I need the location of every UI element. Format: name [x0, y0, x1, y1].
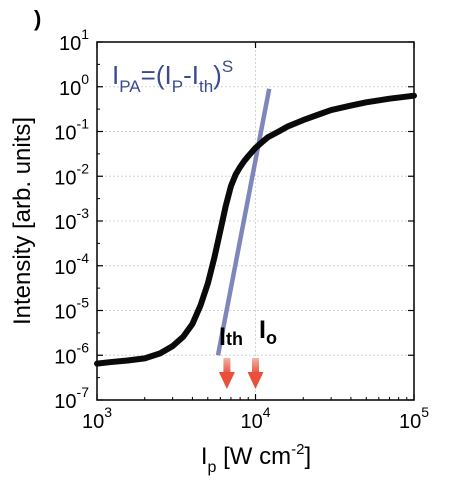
y-tick-base-8: 10 [54, 391, 76, 413]
onset-label: Io [259, 316, 277, 348]
y-tick-exp-5: -4 [77, 250, 90, 266]
threshold-arrow-shaft [223, 358, 231, 374]
y-tick-base-3: 10 [54, 167, 76, 189]
eq-close: ) [213, 60, 222, 90]
eq-dash: - [183, 60, 192, 90]
y-tick-base-2: 10 [54, 123, 76, 145]
x-axis: 103 104 105 [82, 42, 429, 433]
x-tick-base-1: 10 [240, 411, 262, 433]
y-tick-label-6: 10-5 [54, 295, 89, 324]
x-axis-label-subscript: p [208, 459, 217, 476]
y-tick-base-4: 10 [54, 212, 76, 234]
grid [97, 42, 414, 400]
onset-sub: o [266, 328, 277, 348]
y-tick-exp-2: -1 [77, 116, 90, 132]
y-tick-base-5: 10 [54, 257, 76, 279]
y-tick-base-1: 10 [59, 78, 81, 100]
x-axis-label-symbol: I [201, 443, 208, 470]
y-tick-exp-4: -3 [77, 205, 90, 221]
y-tick-base-6: 10 [54, 302, 76, 324]
eq-i1: I [112, 60, 119, 90]
x-axis-label-unit: [W cm [216, 443, 291, 470]
x-axis-label-superscript: -2 [291, 441, 304, 458]
eq-i3: I [192, 60, 199, 90]
y-tick-exp-7: -6 [77, 339, 90, 355]
threshold-arrow-head [218, 372, 235, 389]
onset-arrow [247, 358, 264, 389]
eq-sub-th: th [199, 77, 213, 96]
x-axis-label-close: ] [304, 443, 311, 470]
onset-base: I [259, 316, 266, 344]
threshold-label: Ith [219, 323, 243, 351]
eq-open: =( [141, 60, 165, 90]
y-tick-label-2: 10-1 [54, 116, 89, 145]
y-tick-label-8: 10-7 [54, 384, 89, 413]
y-tick-label-3: 10-2 [54, 160, 89, 189]
series-layer [94, 88, 417, 367]
y-tick-label-5: 10-4 [54, 250, 89, 279]
x-tick-base-0: 10 [82, 411, 104, 433]
marker-arrows [218, 358, 264, 389]
y-tick-exp-0: 1 [81, 26, 89, 42]
x-axis-label: Ip [W cm-2] [201, 441, 311, 476]
eq-sub-pa: PA [119, 77, 141, 96]
panel-label: ) [34, 6, 41, 31]
x-tick-label-2: 105 [399, 404, 429, 433]
threshold-arrow [218, 358, 235, 389]
y-tick-label-7: 10-6 [54, 339, 89, 368]
data-curve [94, 92, 417, 367]
x-tick-base-2: 10 [399, 411, 421, 433]
fit-equation-label: IPA=(IP-Ith)S [112, 57, 233, 96]
x-tick-exp-2: 5 [421, 404, 429, 420]
eq-sub-p: P [172, 77, 183, 96]
y-tick-exp-1: 0 [81, 71, 89, 87]
x-tick-exp-1: 4 [263, 404, 271, 420]
y-tick-exp-6: -5 [77, 295, 90, 311]
y-tick-label-4: 10-3 [54, 205, 89, 234]
threshold-base: I [219, 323, 226, 351]
onset-arrow-shaft [252, 358, 259, 374]
onset-arrow-head [247, 372, 264, 389]
eq-i2: I [165, 60, 172, 90]
fit-line [215, 88, 272, 356]
x-tick-label-0: 103 [82, 404, 112, 433]
y-axis-label: Intensity [arb. units] [9, 117, 36, 325]
x-tick-label-1: 104 [240, 404, 270, 433]
x-tick-exp-0: 3 [104, 404, 112, 420]
y-tick-label-0: 101 [59, 26, 89, 55]
y-tick-base-7: 10 [54, 346, 76, 368]
y-tick-exp-3: -2 [77, 160, 90, 176]
eq-exp-s: S [222, 57, 233, 76]
y-tick-label-1: 100 [59, 71, 89, 100]
y-tick-base-0: 10 [59, 33, 81, 55]
threshold-sub: th [226, 329, 243, 349]
y-tick-exp-8: -7 [77, 384, 90, 400]
